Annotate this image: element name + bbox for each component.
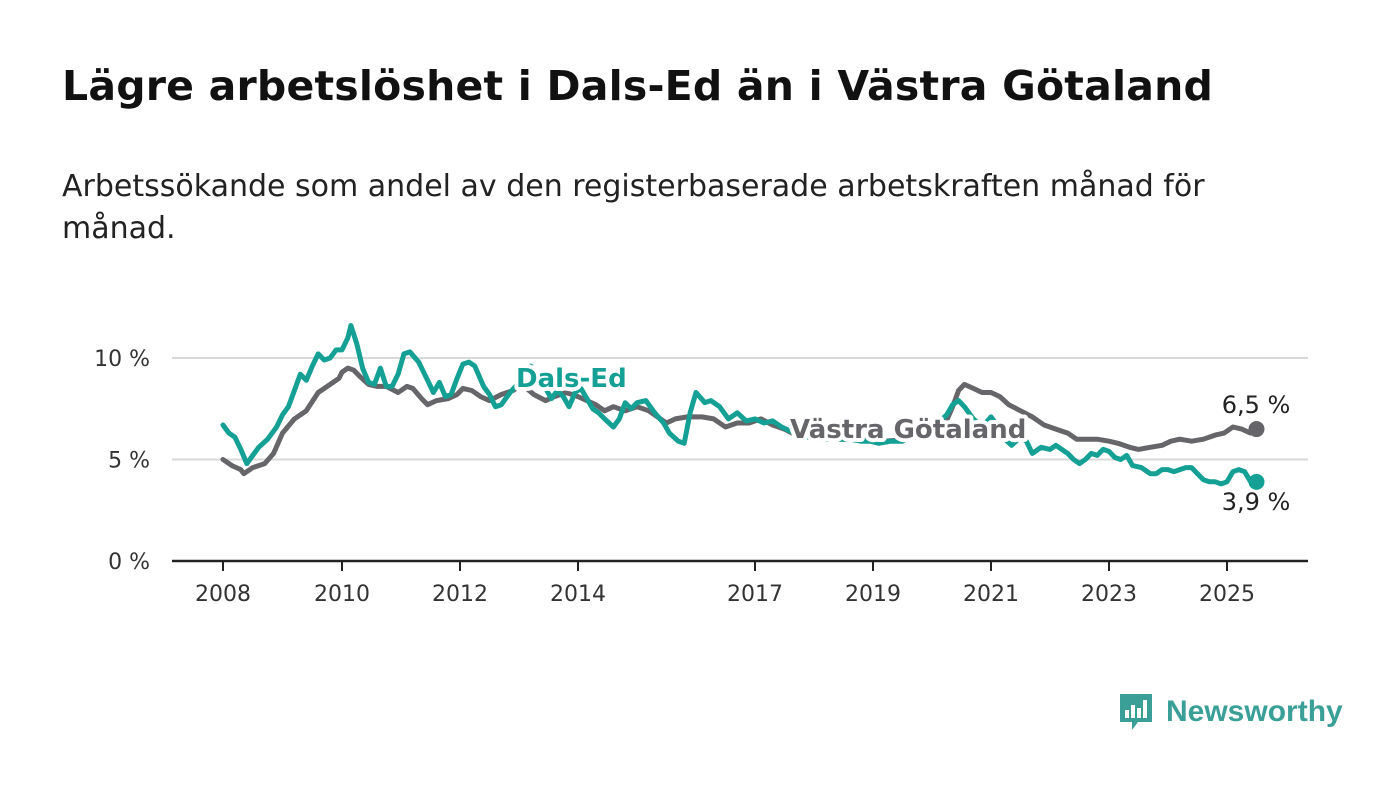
newsworthy-logo: Newsworthy xyxy=(1118,690,1343,734)
x-tick-label: 2025 xyxy=(1199,582,1255,607)
y-tick-label: 5 % xyxy=(108,449,150,474)
series-line-dals-ed xyxy=(220,323,1259,487)
chart-title: Lägre arbetslöshet i Dals-Ed än i Västra… xyxy=(62,62,1214,110)
end-point-dals-ed xyxy=(1248,473,1265,490)
x-tick-label: 2023 xyxy=(1081,582,1137,607)
x-tick-label: 2008 xyxy=(195,582,251,607)
x-tick-label: 2012 xyxy=(432,582,488,607)
series-line-v-stra-g-taland xyxy=(220,365,1259,477)
y-tick-label: 10 % xyxy=(94,347,150,372)
x-tick-label: 2014 xyxy=(550,582,606,607)
series-lines xyxy=(220,323,1265,490)
x-tick-label: 2010 xyxy=(314,582,370,607)
bar-chart-speech-bubble-icon xyxy=(1120,694,1152,730)
x-tick-label: 2019 xyxy=(845,582,901,607)
end-point-v-stra-g-taland xyxy=(1248,421,1265,438)
series-label-vastra-gotaland: Västra Götaland xyxy=(790,415,1026,445)
brand-name: Newsworthy xyxy=(1166,695,1343,728)
x-tick-label: 2017 xyxy=(727,582,783,607)
y-tick-label: 0 % xyxy=(108,550,150,575)
y-axis-ticks: 0 % 5 % 10 % xyxy=(94,347,150,575)
series-label-dals-ed: Dals-Ed xyxy=(516,364,627,394)
line-chart: 0 %5 %10 % 2008 2010 2012 2014 2017 2019 2021 2… xyxy=(94,323,1308,607)
chart-subtitle: Arbetssökande som andel av den registerb… xyxy=(62,169,1205,246)
end-value-vastra-gotaland: 6,5 % xyxy=(1222,391,1291,419)
end-value-dals-ed: 3,9 % xyxy=(1222,488,1291,516)
series-labels: Västra Götaland Dals-Ed 6,5 % 3,9 % xyxy=(512,360,1293,519)
x-tick-label: 2021 xyxy=(963,582,1019,607)
x-axis-ticks: 2008 2010 2012 2014 2017 2019 2021 2023 2025 xyxy=(195,561,1255,607)
